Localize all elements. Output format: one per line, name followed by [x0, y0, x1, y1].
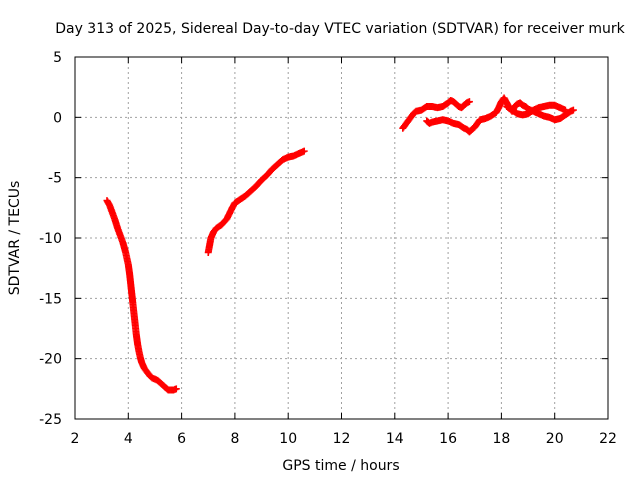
x-tick-label: 20	[546, 431, 564, 447]
data-point	[465, 98, 473, 106]
x-tick-label: 4	[124, 431, 133, 447]
x-axis-label: GPS time / hours	[282, 458, 399, 474]
data-point	[172, 385, 180, 393]
axis-ticks: 2 4 6 8 10 12 14 16 18 20 22 5 0 -5 -10 -15 -20 -25	[39, 50, 617, 447]
data-point	[561, 106, 569, 114]
gridlines	[75, 57, 608, 419]
x-tick-label: 10	[279, 431, 297, 447]
y-tick-label: -15	[39, 291, 62, 307]
y-tick-label: -10	[39, 231, 62, 247]
chart-title: Day 313 of 2025, Sidereal Day-to-day VTE…	[55, 21, 625, 37]
x-tick-label: 18	[492, 431, 510, 447]
data-point	[569, 106, 577, 114]
x-tick-label: 12	[333, 431, 351, 447]
data-points	[103, 94, 577, 394]
data-point	[300, 147, 308, 155]
y-axis-label: SDTVAR / TECUs	[7, 181, 23, 296]
y-tick-label: 0	[53, 110, 62, 126]
x-tick-label: 14	[386, 431, 404, 447]
y-tick-label: -5	[48, 171, 62, 187]
x-tick-label: 22	[599, 431, 617, 447]
y-tick-label: 5	[53, 50, 62, 66]
x-tick-label: 2	[71, 431, 80, 447]
y-tick-label: -20	[39, 352, 62, 368]
x-tick-label: 8	[230, 431, 239, 447]
y-tick-label: -25	[39, 412, 62, 428]
x-tick-label: 6	[177, 431, 186, 447]
x-tick-label: 16	[439, 431, 457, 447]
